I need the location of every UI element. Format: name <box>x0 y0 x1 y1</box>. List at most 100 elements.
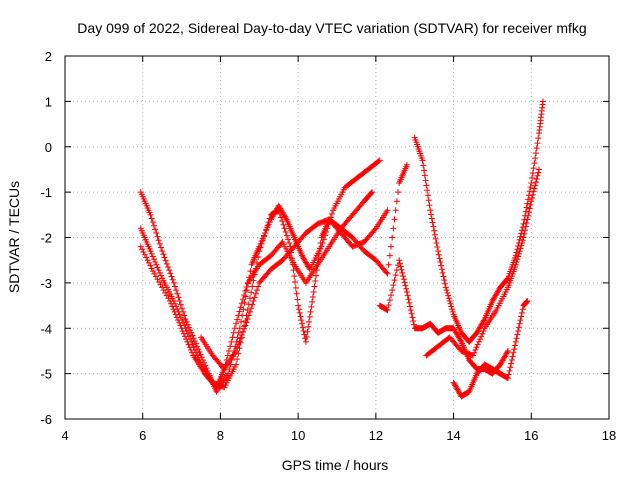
data-point <box>278 214 285 221</box>
data-point <box>516 320 523 327</box>
data-point <box>275 207 282 214</box>
data-point <box>480 327 487 334</box>
data-point <box>439 269 446 276</box>
data-point <box>440 273 447 280</box>
data-point <box>162 289 169 296</box>
data-point <box>513 335 520 342</box>
data-point <box>441 277 448 284</box>
data-point <box>253 287 260 294</box>
data-point <box>172 311 179 318</box>
data-point <box>242 322 249 329</box>
data-point <box>522 223 529 230</box>
data-point <box>143 254 150 261</box>
data-point <box>296 309 303 316</box>
data-point <box>316 250 323 257</box>
data-point <box>386 297 393 304</box>
data-point <box>302 335 309 342</box>
data-point <box>175 317 182 324</box>
data-point <box>528 180 535 187</box>
data-point <box>290 267 297 274</box>
data-point <box>408 310 415 317</box>
data-point <box>403 285 410 292</box>
data-point <box>438 262 445 269</box>
data-point <box>306 313 313 320</box>
data-point <box>407 303 414 310</box>
data-point <box>535 135 542 142</box>
data-point <box>162 257 169 264</box>
data-point <box>235 312 242 319</box>
data-point <box>388 292 395 299</box>
data-point <box>375 158 382 165</box>
data-point <box>236 308 243 315</box>
data-point <box>525 212 532 219</box>
data-point <box>504 347 511 354</box>
data-point <box>182 316 189 323</box>
data-point <box>299 320 306 327</box>
data-point <box>406 299 413 306</box>
data-point <box>478 333 485 340</box>
data-point <box>505 371 512 378</box>
data-point <box>169 303 176 310</box>
data-point <box>153 261 160 268</box>
data-point <box>179 327 186 334</box>
data-point <box>293 290 300 297</box>
data-point <box>396 260 403 267</box>
data-point <box>264 222 271 229</box>
data-point <box>519 237 526 244</box>
data-point <box>258 240 265 247</box>
data-point <box>231 325 238 332</box>
data-point <box>140 249 147 256</box>
data-point <box>442 280 449 287</box>
data-point <box>445 295 452 302</box>
data-point <box>154 264 161 271</box>
data-point <box>252 265 259 272</box>
data-point <box>150 268 157 275</box>
data-point <box>229 334 236 341</box>
data-point <box>187 347 194 354</box>
data-point <box>444 289 451 296</box>
data-point <box>227 343 234 350</box>
data-point <box>286 239 293 246</box>
data-point <box>421 172 428 179</box>
data-point <box>371 226 378 233</box>
data-point <box>163 260 170 267</box>
data-point <box>514 256 521 263</box>
data-point <box>391 216 398 223</box>
data-point <box>232 320 239 327</box>
data-point <box>511 346 518 353</box>
data-point <box>527 201 534 208</box>
data-point <box>144 257 151 264</box>
data-point <box>147 211 154 218</box>
data-point <box>166 298 173 305</box>
data-point <box>225 347 232 354</box>
data-point <box>239 328 246 335</box>
data-point <box>312 278 319 285</box>
data-point <box>238 318 245 325</box>
data-point <box>156 269 163 276</box>
data-point <box>247 268 254 275</box>
data-point <box>426 202 433 209</box>
data-series <box>198 161 410 373</box>
data-point <box>530 165 537 172</box>
data-point <box>235 329 242 336</box>
data-point <box>518 313 525 320</box>
data-point <box>241 292 248 299</box>
data-point <box>183 318 190 325</box>
data-point <box>517 233 524 240</box>
data-point <box>422 177 429 184</box>
data-point <box>280 221 287 228</box>
data-point <box>182 333 189 340</box>
data-point <box>266 215 273 222</box>
data-point <box>156 240 163 247</box>
data-point <box>432 235 439 242</box>
data-point <box>389 287 396 294</box>
data-point <box>311 283 318 290</box>
data-point <box>248 289 255 296</box>
data-point <box>164 263 171 270</box>
data-point <box>309 293 316 300</box>
data-point <box>250 298 257 305</box>
data-point <box>515 327 522 334</box>
data-point <box>152 259 159 266</box>
data-point <box>154 276 161 283</box>
data-point <box>148 250 155 257</box>
